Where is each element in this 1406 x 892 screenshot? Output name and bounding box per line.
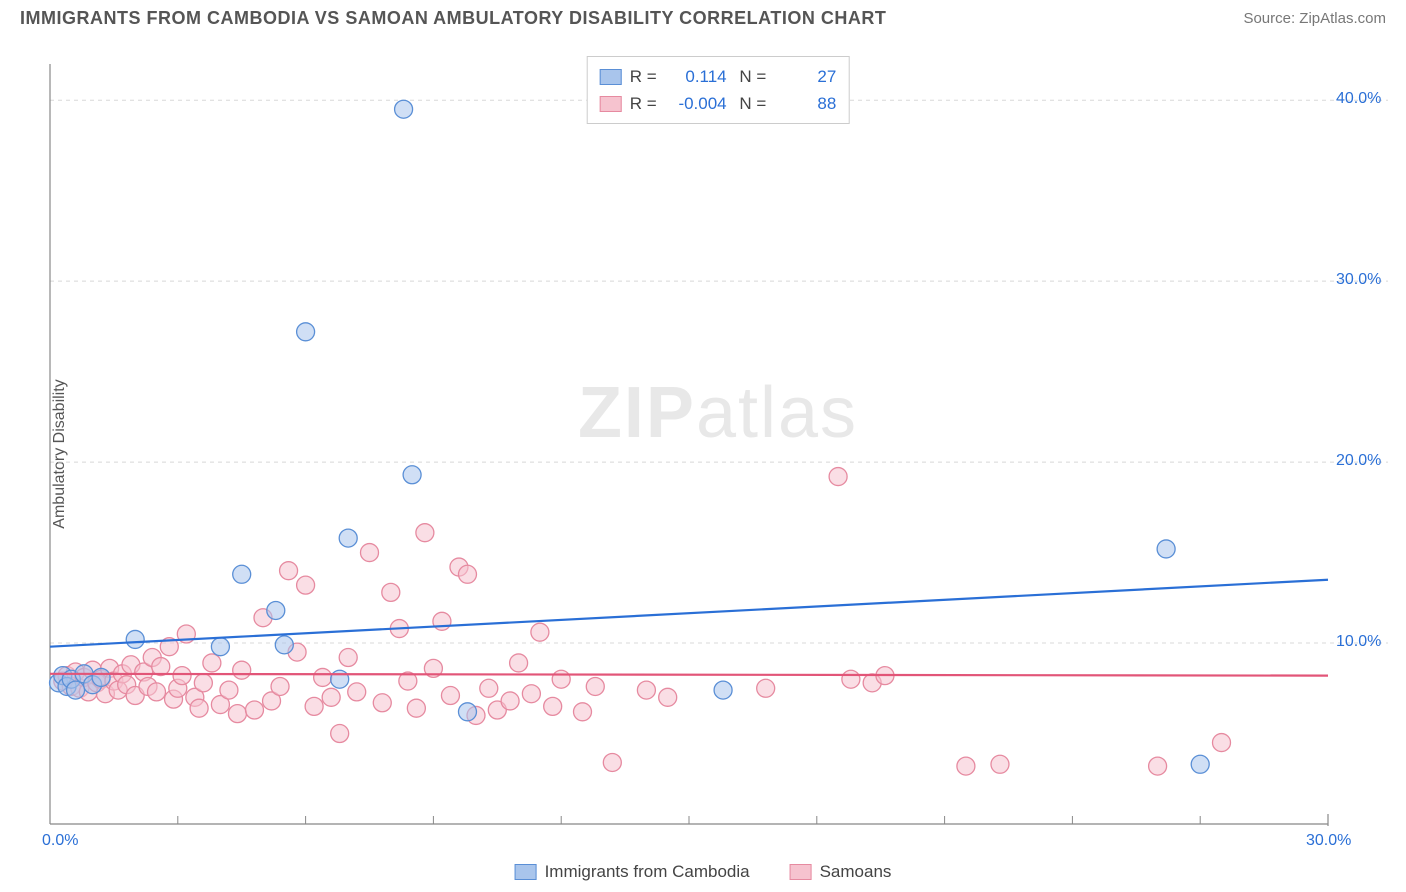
n-label: N = bbox=[735, 90, 767, 117]
y-tick-label: 40.0% bbox=[1336, 90, 1381, 108]
pink-n-value: 88 bbox=[774, 90, 836, 117]
blue-swatch-icon bbox=[515, 864, 537, 880]
x-tick-label: 30.0% bbox=[1306, 832, 1351, 850]
legend-row-pink: R = -0.004 N = 88 bbox=[600, 90, 837, 117]
legend-item-pink: Samoans bbox=[790, 862, 892, 882]
series-legend: Immigrants from Cambodia Samoans bbox=[515, 862, 892, 882]
pink-series-label: Samoans bbox=[820, 862, 892, 882]
blue-series-label: Immigrants from Cambodia bbox=[545, 862, 750, 882]
blue-swatch-icon bbox=[600, 69, 622, 85]
legend-item-blue: Immigrants from Cambodia bbox=[515, 862, 750, 882]
r-label: R = bbox=[630, 63, 657, 90]
correlation-legend: R = 0.114 N = 27 R = -0.004 N = 88 bbox=[587, 56, 850, 124]
x-tick-label: 0.0% bbox=[42, 832, 78, 850]
y-tick-label: 30.0% bbox=[1336, 271, 1381, 289]
y-tick-label: 20.0% bbox=[1336, 452, 1381, 470]
n-label: N = bbox=[735, 63, 767, 90]
chart-header: IMMIGRANTS FROM CAMBODIA VS SAMOAN AMBUL… bbox=[0, 0, 1406, 33]
y-tick-label: 10.0% bbox=[1336, 633, 1381, 651]
pink-swatch-icon bbox=[600, 96, 622, 112]
chart-title: IMMIGRANTS FROM CAMBODIA VS SAMOAN AMBUL… bbox=[20, 8, 886, 29]
scatter-plot bbox=[48, 48, 1388, 842]
r-label: R = bbox=[630, 90, 657, 117]
source-label: Source: ZipAtlas.com bbox=[1243, 10, 1386, 27]
blue-n-value: 27 bbox=[774, 63, 836, 90]
chart-container: Ambulatory Disability ZIPatlas R = 0.114… bbox=[48, 48, 1388, 842]
pink-r-value: -0.004 bbox=[665, 90, 727, 117]
pink-swatch-icon bbox=[790, 864, 812, 880]
blue-r-value: 0.114 bbox=[665, 63, 727, 90]
legend-row-blue: R = 0.114 N = 27 bbox=[600, 63, 837, 90]
